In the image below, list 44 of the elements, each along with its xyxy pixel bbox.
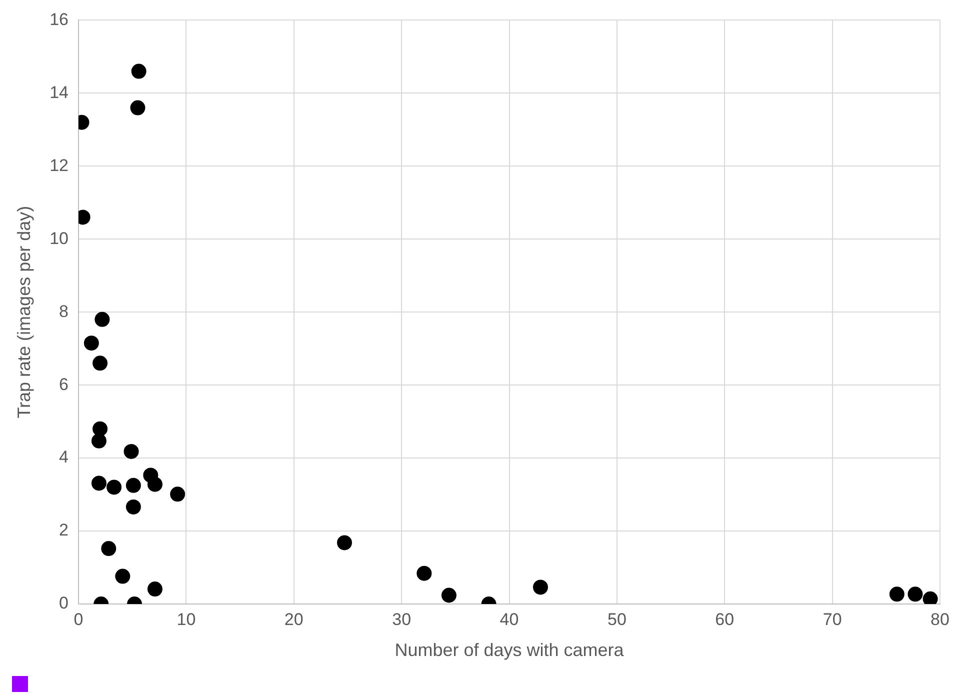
point [94,312,110,327]
x-tick-label: 50 [607,610,626,629]
point [416,566,432,581]
y-tick-label: 14 [50,82,69,102]
point [532,580,548,595]
y-tick-label: 16 [50,10,69,29]
y-tick-label: 6 [59,374,69,394]
point [126,499,141,514]
y-tick-label: 8 [59,302,69,321]
x-tick-label: 80 [930,610,950,629]
point [115,568,130,584]
point [91,433,106,448]
point [126,478,141,493]
y-tick-label: 4 [59,448,69,467]
point [130,100,146,116]
point [170,486,186,502]
point [441,588,456,603]
point [92,356,108,371]
point [147,476,162,492]
y-tick-label: 12 [50,156,69,175]
point [84,336,99,351]
point [889,586,904,602]
x-tick-label: 40 [500,610,519,629]
point [124,444,139,459]
point [106,480,122,495]
x-tick-label: 10 [176,610,196,629]
point [91,476,106,491]
point [147,582,162,597]
point [922,591,938,604]
y-tick-label: 10 [50,228,69,248]
x-tick-label: 0 [74,610,84,629]
x-axis-title: Number of days with camera [394,640,625,660]
point [908,586,923,602]
point [101,541,116,556]
y-tick-label: 2 [59,520,69,540]
point [92,421,108,436]
x-tick-label: 30 [392,610,412,629]
x-tick-label: 60 [715,610,734,629]
x-tick-label: 70 [822,610,842,629]
x-tick-label: 20 [284,610,304,629]
y-axis-title: Trap rate (images per day) [14,206,34,418]
point [336,535,352,550]
point [131,64,146,79]
y-tick-label: 0 [59,594,69,613]
